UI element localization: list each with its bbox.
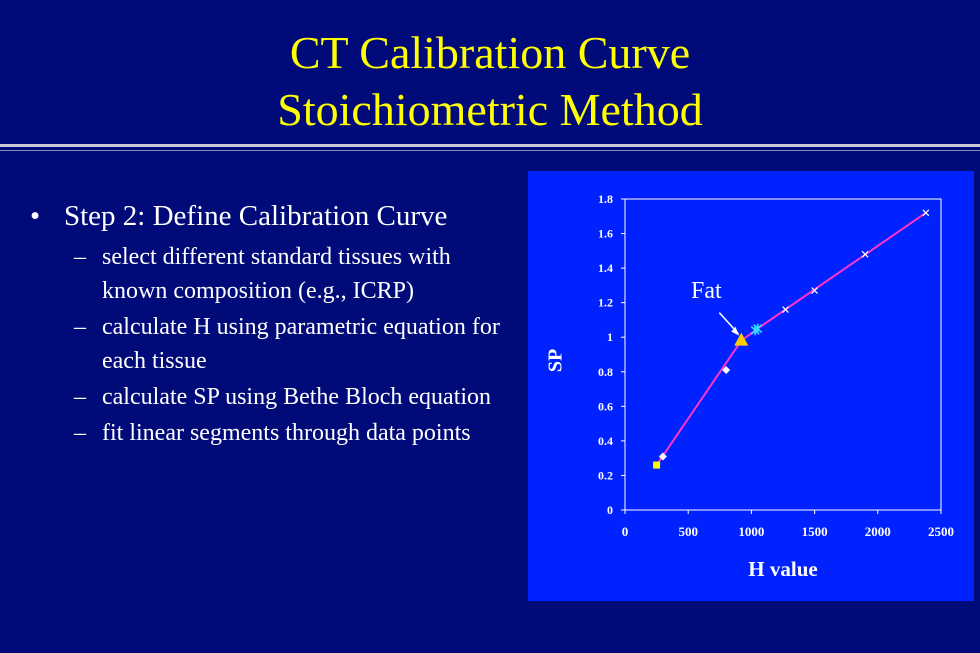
title-divider bbox=[0, 144, 980, 147]
main-bullet: • Step 2: Define Calibration Curve bbox=[30, 196, 530, 236]
dash-marker: – bbox=[74, 384, 86, 410]
dash-marker: – bbox=[74, 420, 86, 446]
y-tick-label: 1.6 bbox=[598, 227, 613, 241]
data-point-square bbox=[653, 461, 661, 469]
sub-bullet-list: – select different standard tissues with … bbox=[30, 240, 530, 450]
data-point-star bbox=[753, 323, 763, 334]
x-tick-label: 0 bbox=[622, 524, 629, 539]
title-line-1: CT Calibration Curve bbox=[289, 27, 691, 78]
data-point-x bbox=[811, 287, 819, 294]
sub-bullet: – fit linear segments through data points bbox=[30, 416, 502, 450]
dash-marker: – bbox=[74, 244, 86, 270]
title-line-2: Stoichiometric Method bbox=[277, 84, 703, 135]
x-tick-label: 1500 bbox=[802, 524, 828, 539]
y-tick-label: 1 bbox=[607, 330, 613, 344]
data-point-x bbox=[782, 306, 789, 314]
sub-bullet: – calculate SP using Bethe Bloch equation bbox=[30, 380, 502, 414]
data-point-diamond bbox=[722, 366, 731, 375]
slide-title: CT Calibration Curve Stoichiometric Meth… bbox=[0, 24, 980, 138]
y-tick-label: 0 bbox=[607, 503, 613, 517]
dash-marker: – bbox=[74, 314, 86, 340]
sub-bullet-text: calculate H using parametric equation fo… bbox=[102, 314, 500, 374]
y-tick-label: 1.2 bbox=[598, 296, 613, 310]
y-tick-label: 0.6 bbox=[598, 399, 613, 413]
y-tick-label: 0.2 bbox=[598, 468, 613, 482]
y-tick-label: 1.8 bbox=[598, 192, 613, 206]
sub-bullet: – calculate H using parametric equation f… bbox=[30, 310, 502, 378]
sub-bullet-text: select different standard tissues with k… bbox=[102, 244, 451, 304]
x-tick-label: 500 bbox=[678, 524, 698, 539]
data-point-x bbox=[861, 250, 869, 258]
data-point-diamond bbox=[658, 452, 667, 461]
sub-bullet-text: calculate SP using Bethe Bloch equation bbox=[102, 384, 492, 410]
x-tick-label: 1000 bbox=[738, 524, 764, 539]
fit-line bbox=[655, 211, 927, 466]
fat-annotation: Fat bbox=[691, 278, 722, 304]
x-tick-label: 2000 bbox=[865, 524, 891, 539]
y-tick-label: 1.4 bbox=[598, 261, 613, 275]
sub-bullet-text: fit linear segments through data points bbox=[102, 420, 471, 446]
y-tick-label: 0.4 bbox=[598, 434, 613, 448]
chart-svg: 0 0.2 0.4 0.6 0.8 1 1.2 1.4 1.6 1.8 0 500 1000 1500 20… bbox=[598, 192, 954, 539]
bullet-marker: • bbox=[30, 200, 41, 232]
y-tick-label: 0.8 bbox=[598, 365, 613, 379]
plot-frame bbox=[624, 198, 942, 511]
calibration-chart: 0 0.2 0.4 0.6 0.8 1 1.2 1.4 1.6 1.8 0 500 1000 1500 20… bbox=[528, 171, 974, 601]
title-divider-thin bbox=[0, 150, 980, 151]
x-axis-label: H value bbox=[748, 557, 818, 581]
fat-arrowhead bbox=[731, 326, 740, 336]
y-axis-label: SP bbox=[544, 348, 567, 373]
data-point-fat bbox=[734, 332, 749, 346]
data-point-x bbox=[922, 209, 930, 217]
bullet-list: • Step 2: Define Calibration Curve – sele… bbox=[30, 196, 530, 452]
main-bullet-text: Step 2: Define Calibration Curve bbox=[64, 200, 448, 232]
sub-bullet: – select different standard tissues with … bbox=[30, 240, 502, 308]
x-tick-label: 2500 bbox=[928, 524, 954, 539]
